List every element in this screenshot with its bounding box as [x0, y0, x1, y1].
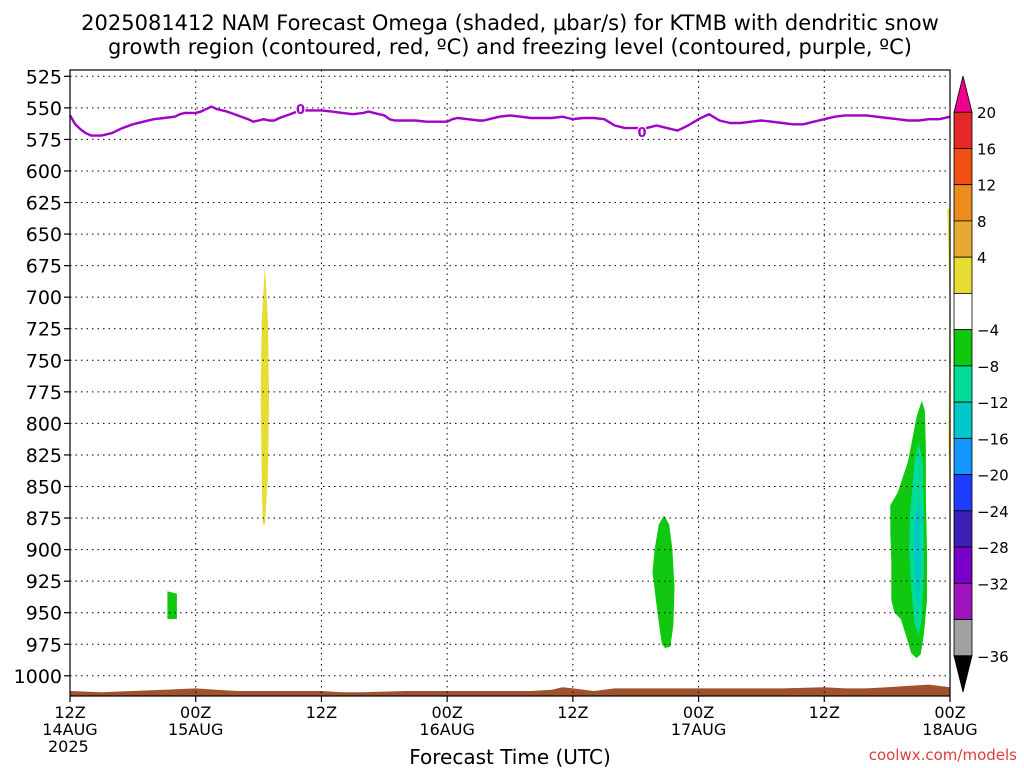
- colorbar-label: 20: [977, 104, 996, 122]
- colorbar-bin: [953, 510, 973, 548]
- colorbar-label: −24: [977, 503, 1009, 521]
- colorbar-label: −8: [977, 358, 999, 376]
- chart-title-line1: 2025081412 NAM Forecast Omega (shaded, μ…: [81, 11, 939, 35]
- credit-text: coolwx.com/models: [869, 746, 1017, 764]
- x-axis-label: Forecast Time (UTC): [409, 745, 611, 768]
- y-tick-label: 800: [26, 413, 62, 435]
- x-tick-label: 00Z: [180, 703, 211, 722]
- y-tick-label: 725: [26, 319, 62, 341]
- colorbar-label: −32: [977, 575, 1009, 593]
- omega-region-3: [652, 515, 675, 648]
- y-tick-label: 925: [26, 571, 62, 593]
- omega-region-0: [260, 265, 269, 525]
- colorbar-label: 8: [977, 213, 987, 231]
- colorbar-label: −28: [977, 539, 1009, 557]
- colorbar-bin: [953, 220, 973, 258]
- freezing-level-contour: 00: [68, 102, 951, 141]
- colorbar-top-arrow: [953, 75, 973, 113]
- y-tick-label: 550: [26, 98, 62, 120]
- y-tick-label: 700: [26, 287, 62, 309]
- y-tick-label: 775: [26, 382, 62, 404]
- colorbar-bin: [953, 256, 973, 294]
- colorbar-label: −12: [977, 394, 1009, 412]
- colorbar-bin: [953, 619, 973, 657]
- y-tick-label: 1000: [14, 666, 62, 688]
- colorbar-bin: [953, 365, 973, 403]
- x-tick-label: 12Z: [54, 703, 85, 722]
- y-tick-label: 850: [26, 476, 62, 498]
- colorbar-label: −16: [977, 430, 1009, 448]
- y-tick-label: 950: [26, 603, 62, 625]
- colorbar-bin: [953, 184, 973, 222]
- x-tick-label: 16AUG: [419, 720, 474, 739]
- freezing-level-line: [68, 105, 951, 137]
- colorbar-label: −20: [977, 467, 1009, 485]
- x-tick-label: 18AUG: [922, 720, 977, 739]
- x-tick-label: 00Z: [683, 703, 714, 722]
- y-axis: 525 550 575 600 625 650 675 700 725 750 775 800 825 8…: [14, 66, 70, 688]
- contour-label-bg: [637, 124, 647, 139]
- x-tick-label: 2025: [48, 737, 89, 756]
- colorbar-label: 4: [977, 249, 987, 267]
- colorbar-bin: [953, 546, 973, 584]
- contour-label: 0: [637, 126, 646, 141]
- x-tick-label: 12Z: [809, 703, 840, 722]
- terrain: [70, 684, 950, 696]
- colorbar-bin: [953, 437, 973, 475]
- y-tick-label: 900: [26, 540, 62, 562]
- plot-frame: [69, 69, 951, 697]
- colorbar-bin: [953, 329, 973, 367]
- y-tick-label: 625: [26, 193, 62, 215]
- y-tick-label: 825: [26, 445, 62, 467]
- terrain-fill: [70, 684, 950, 696]
- colorbar-label: 16: [977, 140, 996, 158]
- omega-region-2: [167, 591, 177, 619]
- colorbar-bin: [953, 293, 973, 331]
- x-tick-label: 15AUG: [168, 720, 223, 739]
- y-tick-label: 650: [26, 224, 62, 246]
- colorbar-label: 12: [977, 177, 996, 195]
- y-tick-label: 600: [26, 161, 62, 183]
- omega-region-1: [947, 208, 950, 500]
- omega-region-6: [914, 499, 921, 607]
- colorbar-bin: [953, 401, 973, 439]
- chart-title-line2: growth region (contoured, red, ºC) and f…: [108, 35, 912, 59]
- colorbar-bin: [953, 474, 973, 512]
- x-tick-label: 17AUG: [671, 720, 726, 739]
- colorbar-label: −4: [977, 322, 999, 340]
- colorbar-bin: [953, 582, 973, 620]
- x-tick-label: 00Z: [431, 703, 462, 722]
- x-tick-label: 12Z: [557, 703, 588, 722]
- contour-label: 0: [296, 103, 305, 118]
- colorbar-bin: [953, 148, 973, 186]
- y-tick-label: 750: [26, 350, 62, 372]
- y-tick-label: 525: [26, 66, 62, 88]
- contour-label-bg: [295, 102, 306, 117]
- y-tick-label: 675: [26, 256, 62, 278]
- colorbar-label: −36: [977, 648, 1009, 666]
- colorbar: 20 16 12 8 4 −4 −8 −12 −16 −20 −24 −28 −32 −36: [953, 75, 1009, 693]
- gridlines: [69, 70, 951, 696]
- y-tick-label: 975: [26, 634, 62, 656]
- x-tick-label: 12Z: [306, 703, 337, 722]
- colorbar-bottom-arrow: [953, 655, 973, 693]
- omega-shading: [167, 208, 950, 659]
- colorbar-bin: [953, 111, 973, 149]
- x-tick-label: 14AUG: [42, 720, 97, 739]
- y-tick-label: 875: [26, 508, 62, 530]
- y-tick-label: 575: [26, 129, 62, 151]
- x-tick-label: 00Z: [934, 703, 965, 722]
